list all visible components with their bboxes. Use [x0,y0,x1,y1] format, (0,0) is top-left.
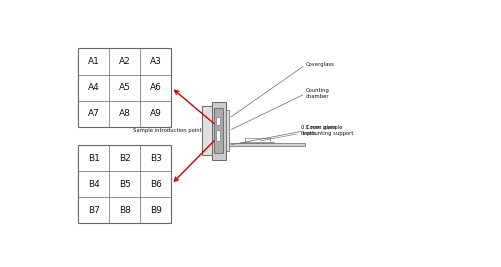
Text: A5: A5 [119,83,131,92]
Text: Sample introduction point: Sample introduction point [133,128,201,133]
Bar [78,145,171,223]
Text: A9: A9 [150,109,162,118]
Text: Coverglass: Coverglass [306,62,335,68]
Bar [216,130,220,141]
Text: A1: A1 [88,57,100,66]
Text: B1: B1 [88,154,100,163]
Text: B7: B7 [88,206,100,215]
Text: B9: B9 [150,206,162,215]
Bar [78,49,171,127]
Text: Cover glass
mounting support: Cover glass mounting support [306,125,354,136]
Text: B5: B5 [119,180,131,189]
Bar [202,106,212,155]
Bar [226,110,229,151]
Text: A7: A7 [88,109,100,118]
Text: B3: B3 [150,154,162,163]
Text: A8: A8 [119,109,131,118]
Bar [241,142,274,143]
Text: A6: A6 [150,83,162,92]
Text: 0.1 mm sample
depth: 0.1 mm sample depth [301,125,343,136]
Text: A2: A2 [119,57,131,66]
Bar [214,108,222,153]
Text: A3: A3 [150,57,162,66]
Text: A4: A4 [88,83,100,92]
Text: Counting
chamber: Counting chamber [306,88,330,99]
Text: B6: B6 [150,180,162,189]
Bar [216,117,220,124]
Bar [229,143,305,146]
Text: B2: B2 [119,154,131,163]
Bar [212,102,225,159]
Text: B8: B8 [119,206,131,215]
Text: B4: B4 [88,180,100,189]
